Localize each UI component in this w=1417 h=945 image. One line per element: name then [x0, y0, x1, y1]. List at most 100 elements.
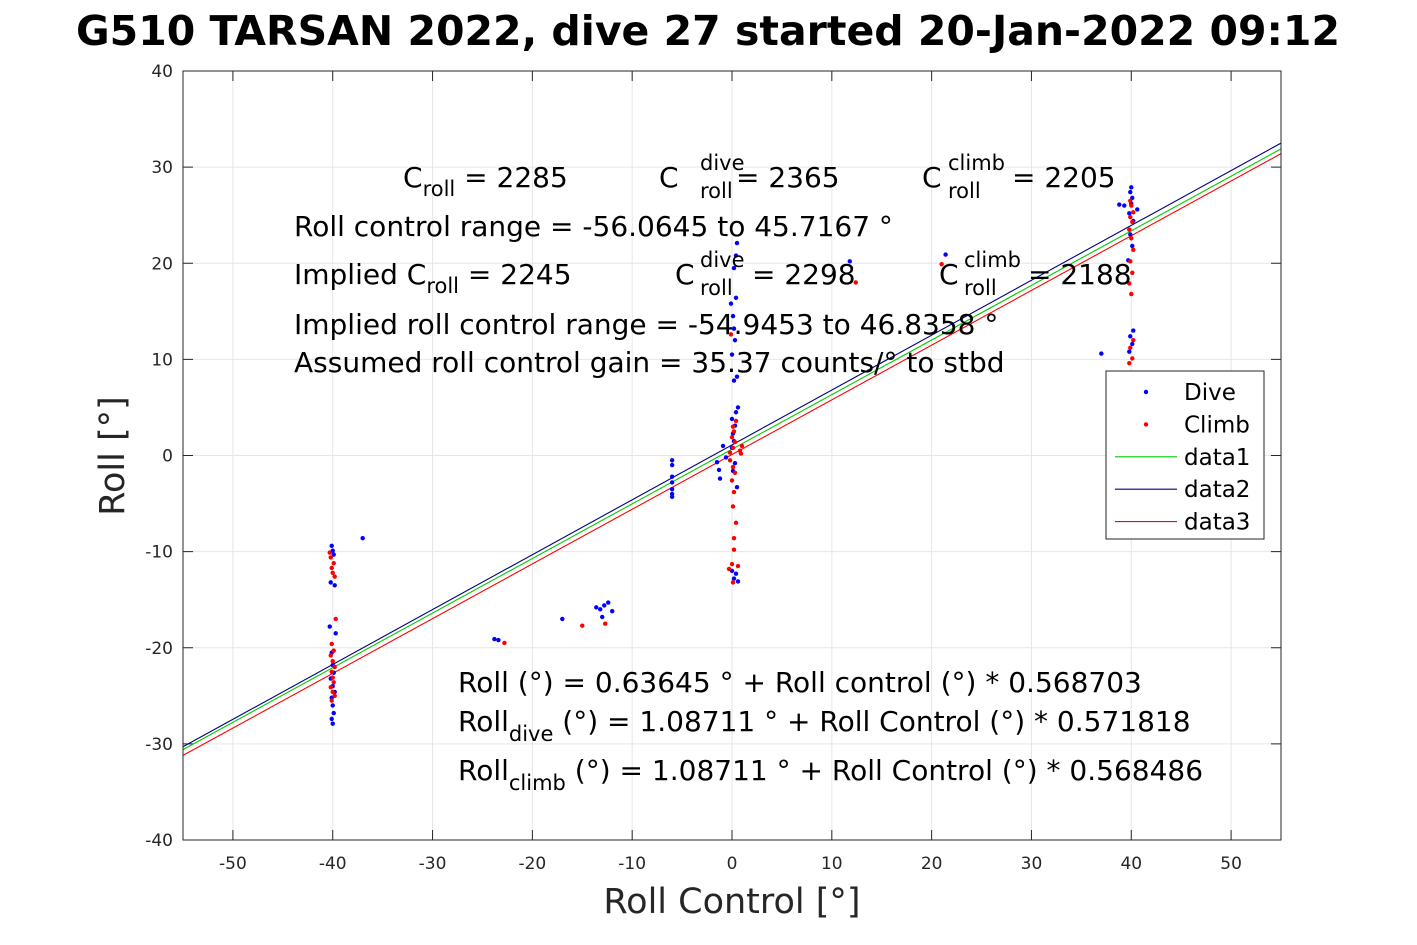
climb-point — [333, 616, 338, 622]
ann-implied-dive-value: = 2298 — [752, 258, 856, 291]
ann-implied-dive-main: C — [675, 258, 695, 291]
climb-point — [733, 520, 739, 525]
dive-point — [714, 460, 720, 465]
climb-point — [328, 653, 333, 658]
dive-point — [1128, 334, 1133, 339]
legend-marker-dive — [1143, 389, 1149, 395]
y-tick-label: -10 — [145, 543, 173, 563]
dive-point — [723, 455, 729, 460]
ann-implied-climb-main: C — [939, 258, 959, 291]
ann-implied-dive-sub: roll — [700, 276, 733, 300]
climb-point — [731, 429, 737, 434]
climb-point — [730, 424, 736, 429]
ann-c-roll-value: = 2285 — [455, 161, 568, 194]
climb-point — [1129, 291, 1134, 297]
climb-point — [1128, 214, 1133, 220]
climb-point — [502, 640, 507, 646]
dive-point — [728, 301, 734, 306]
climb-point — [330, 570, 335, 575]
legend-label-data1: data1 — [1184, 445, 1250, 471]
dive-point — [1127, 349, 1132, 354]
dive-point — [606, 600, 611, 605]
climb-point — [731, 535, 737, 541]
dive-point — [330, 721, 335, 726]
climb-point — [331, 560, 336, 566]
ann-implied-dive-sup: dive — [700, 248, 745, 272]
ann-roll-control-range: Roll control range = -56.0645 to 45.7167… — [294, 210, 893, 243]
ann-c-climb-main: C — [922, 161, 942, 194]
dive-point — [735, 579, 741, 584]
dive-point — [560, 616, 565, 622]
dive-point — [1099, 351, 1104, 356]
climb-point — [727, 458, 733, 463]
climb-point — [329, 565, 334, 571]
x-tick-labels: -50 -40 -30 -20 -10 0 10 20 30 40 50 — [219, 854, 1242, 874]
dive-point — [330, 703, 335, 708]
legend-label-climb: Climb — [1184, 412, 1250, 438]
ann-eq-dive-sub: dive — [509, 722, 554, 746]
climb-point — [728, 332, 734, 337]
dive-point — [492, 636, 497, 642]
dive-point — [669, 458, 675, 463]
climb-point — [328, 684, 333, 690]
dive-point — [731, 265, 737, 271]
x-tick-label: 20 — [921, 854, 943, 874]
climb-point — [1127, 281, 1132, 286]
data-points — [327, 185, 1140, 726]
climb-point — [732, 439, 738, 445]
climb-point — [1128, 259, 1133, 264]
dive-point — [331, 552, 336, 557]
climb-point — [1130, 219, 1135, 225]
climb-point — [331, 680, 336, 685]
climb-point — [1129, 236, 1134, 241]
y-tick-label: 0 — [162, 447, 173, 467]
ann-eq-dive-rest: (°) = 1.08711 ° + Roll Control (°) * 0.5… — [553, 705, 1190, 738]
climb-point — [1131, 247, 1136, 252]
ann-c-roll-sub: roll — [423, 177, 456, 201]
climb-point — [1127, 227, 1132, 232]
climb-point — [1127, 361, 1132, 366]
dive-point — [1130, 341, 1135, 347]
ann-equation-dive: Rolldive (°) = 1.08711 ° + Roll Control … — [458, 705, 1191, 746]
dive-point — [733, 253, 739, 258]
dive-point — [669, 462, 675, 468]
dive-point — [734, 485, 740, 490]
dive-point — [943, 252, 948, 257]
svg-text:Implied Croll = 2245: Implied Croll = 2245 — [294, 258, 572, 298]
x-tick-label: -20 — [518, 854, 546, 874]
y-tick-label: 10 — [151, 350, 173, 370]
plot-frame — [182, 70, 1282, 841]
ann-c-dive-value: = 2365 — [736, 161, 840, 194]
dive-point — [610, 609, 615, 614]
climb-point — [731, 547, 737, 552]
legend-label-data2: data2 — [1184, 477, 1250, 503]
climb-point — [1129, 203, 1134, 208]
climb-point — [729, 435, 735, 440]
ann-c-dive-sup: dive — [700, 151, 745, 175]
dive-point — [600, 614, 605, 620]
climb-point — [730, 580, 736, 585]
climb-point — [726, 566, 732, 572]
annotation-implied-c: Implied Croll = 2245 C dive roll = 2298 … — [294, 248, 1132, 300]
dive-point — [847, 259, 852, 264]
legend: Dive Climb data1 data2 data3 — [1105, 370, 1265, 540]
dive-point — [1131, 328, 1136, 333]
climb-point — [330, 689, 335, 695]
series-line-data2 — [182, 142, 1282, 748]
dive-point — [1127, 211, 1132, 216]
legend-items: Dive Climb data1 data2 data3 — [1115, 380, 1250, 536]
y-tick-label: 30 — [151, 158, 173, 178]
dive-point — [1122, 203, 1127, 208]
dive-point — [731, 378, 737, 383]
ann-implied-c-main: Implied C — [294, 258, 426, 291]
climb-point — [329, 698, 334, 703]
dive-point — [328, 580, 333, 585]
ann-implied-range: Implied roll control range = -54.9453 to… — [294, 308, 998, 341]
dive-point — [732, 460, 738, 466]
dive-point — [733, 295, 739, 301]
x-tick-label: -10 — [618, 854, 646, 874]
dive-point — [716, 467, 722, 473]
climb-point — [853, 280, 858, 285]
dive-point — [733, 410, 739, 415]
y-tick-labels: -40 -30 -20 -10 0 10 20 30 40 — [145, 62, 173, 851]
